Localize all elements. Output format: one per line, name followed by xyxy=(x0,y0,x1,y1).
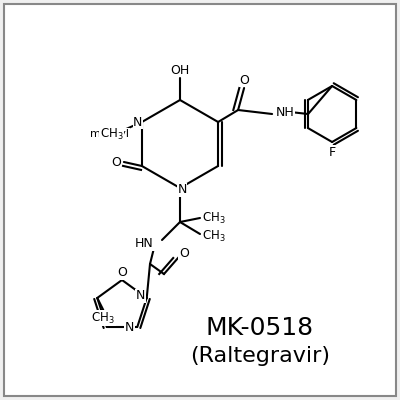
Text: NH: NH xyxy=(276,106,295,118)
Text: N: N xyxy=(124,320,134,334)
Text: N: N xyxy=(136,290,146,302)
Text: CH$_3$: CH$_3$ xyxy=(100,126,124,142)
FancyBboxPatch shape xyxy=(4,4,396,396)
Text: CH$_3$: CH$_3$ xyxy=(92,310,115,326)
Text: HN: HN xyxy=(135,238,154,250)
Text: CH$_3$: CH$_3$ xyxy=(202,228,226,244)
Text: (Raltegravir): (Raltegravir) xyxy=(190,346,330,366)
Text: O: O xyxy=(117,266,127,279)
Text: O: O xyxy=(239,74,249,86)
Text: CH$_3$: CH$_3$ xyxy=(202,210,226,226)
Text: methyl: methyl xyxy=(90,129,129,139)
Text: O: O xyxy=(179,248,189,260)
Text: MK-0518: MK-0518 xyxy=(206,316,314,340)
Text: O: O xyxy=(111,156,121,168)
Text: F: F xyxy=(328,146,336,158)
Text: N: N xyxy=(133,116,142,128)
Text: OH: OH xyxy=(170,64,190,76)
Text: N: N xyxy=(177,184,187,196)
